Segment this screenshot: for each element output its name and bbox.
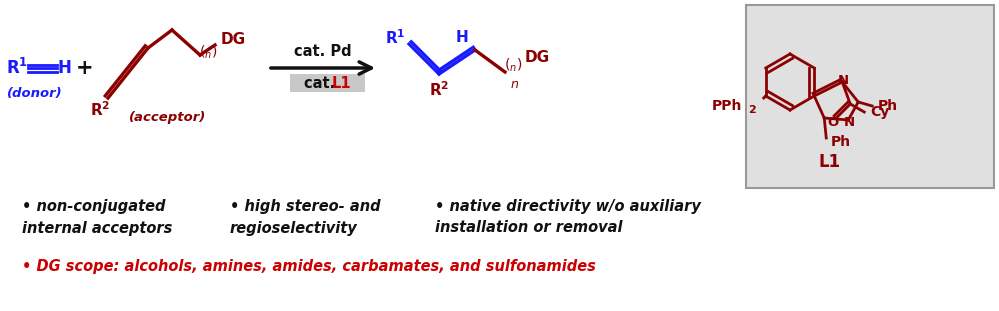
Text: $\mathbf{H}$: $\mathbf{H}$ [456,29,469,45]
Text: regioselectivity: regioselectivity [230,220,358,235]
Text: • native directivity w/o auxiliary: • native directivity w/o auxiliary [435,199,701,215]
Text: Ph: Ph [831,135,851,149]
Text: cat.: cat. [304,76,341,91]
Text: $\mathbf{R^1}$: $\mathbf{R^1}$ [385,29,406,47]
Text: N: N [838,73,849,86]
Text: DG: DG [221,33,246,48]
Text: PPh: PPh [711,99,741,113]
Text: internal acceptors: internal acceptors [22,220,173,235]
Text: $\mathbf{R^2}$: $\mathbf{R^2}$ [90,101,110,119]
Text: (acceptor): (acceptor) [130,112,207,124]
Text: $(_n)$: $(_n)$ [503,56,522,74]
Text: $\mathbf{R^2}$: $\mathbf{R^2}$ [429,81,450,99]
Text: Ph: Ph [878,99,898,113]
Text: 2: 2 [747,105,755,115]
Text: cat. Pd: cat. Pd [294,44,352,59]
Bar [290,74,365,92]
Text: $\mathbf{H}$: $\mathbf{H}$ [57,59,71,77]
Text: $(_n)$: $(_n)$ [199,43,217,61]
Text: L1: L1 [819,153,841,171]
Text: • non-conjugated: • non-conjugated [22,199,166,215]
Text: N: N [844,115,855,128]
Text: • high stereo- and: • high stereo- and [230,199,381,215]
Text: DG: DG [524,49,549,64]
Text: O: O [827,117,839,129]
Text: • DG scope: alcohols, amines, amides, carbamates, and sulfonamides: • DG scope: alcohols, amines, amides, ca… [22,259,595,275]
Text: $\mathbf{+}$: $\mathbf{+}$ [75,58,93,78]
Text: Cy: Cy [870,105,889,119]
Text: L1: L1 [332,76,352,91]
Text: $n$: $n$ [510,78,519,91]
Text: $\mathbf{R^1}$: $\mathbf{R^1}$ [6,58,28,78]
Text: (donor): (donor) [7,86,63,100]
Text: installation or removal: installation or removal [435,220,622,235]
Bar [746,5,994,188]
